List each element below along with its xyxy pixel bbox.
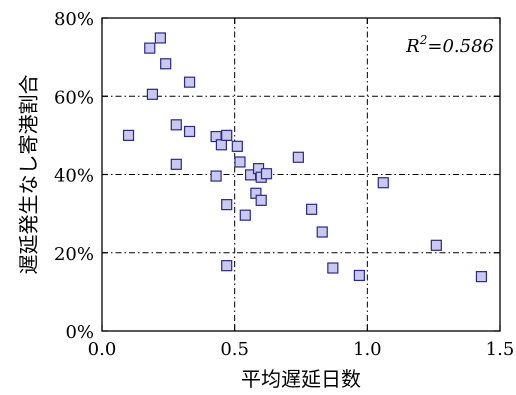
- data-point: [146, 88, 159, 100]
- data-point: [353, 269, 365, 282]
- data-point: [430, 239, 442, 251]
- x-tick-label: 0.5: [220, 339, 249, 360]
- data-point: [260, 168, 273, 180]
- data-point: [244, 169, 257, 181]
- x-tick-label: 0.0: [88, 339, 117, 360]
- data-point: [221, 260, 233, 272]
- data-point: [255, 194, 267, 206]
- data-point: [306, 203, 318, 215]
- y-tick-label: 40%: [54, 166, 94, 187]
- data-point: [231, 140, 243, 152]
- data-point: [170, 119, 182, 131]
- x-tick-label: 1.5: [486, 339, 515, 360]
- y-tick-label: 0%: [65, 322, 94, 343]
- data-point: [144, 42, 156, 54]
- data-point: [183, 125, 196, 138]
- data-point: [221, 199, 233, 211]
- y-tick-label: 80%: [54, 9, 94, 30]
- axis-tick-labels: 0.0 0.5 1.0 1.5 0% 20% 40% 60% 80%: [54, 9, 514, 360]
- data-point: [316, 226, 328, 238]
- r-squared-value: =0.586: [427, 36, 494, 57]
- data-point: [292, 151, 304, 163]
- y-axis-title: 遅延発生なし寄港割合: [17, 75, 41, 275]
- data-point: [475, 271, 488, 283]
- data-point: [183, 76, 196, 88]
- data-points: [122, 32, 488, 283]
- data-point: [160, 58, 172, 70]
- data-point: [234, 156, 246, 168]
- r-squared-annotation: R2=0.586: [405, 33, 494, 57]
- data-point: [377, 177, 389, 189]
- r-squared-superscript: 2: [419, 33, 428, 47]
- data-point: [122, 129, 135, 141]
- y-tick-label: 60%: [54, 87, 94, 108]
- data-point: [210, 170, 222, 182]
- x-axis-title: 平均遅延日数: [241, 367, 361, 391]
- data-point: [170, 158, 182, 170]
- y-tick-label: 20%: [54, 244, 94, 265]
- data-point: [215, 139, 227, 151]
- data-point: [221, 129, 233, 141]
- data-point: [239, 209, 251, 221]
- x-tick-label: 1.0: [353, 339, 382, 360]
- r-squared-prefix: R: [405, 36, 420, 57]
- grid-lines: [102, 18, 500, 331]
- plot-frame: [101, 17, 501, 332]
- data-point: [154, 32, 166, 44]
- data-point: [327, 262, 339, 274]
